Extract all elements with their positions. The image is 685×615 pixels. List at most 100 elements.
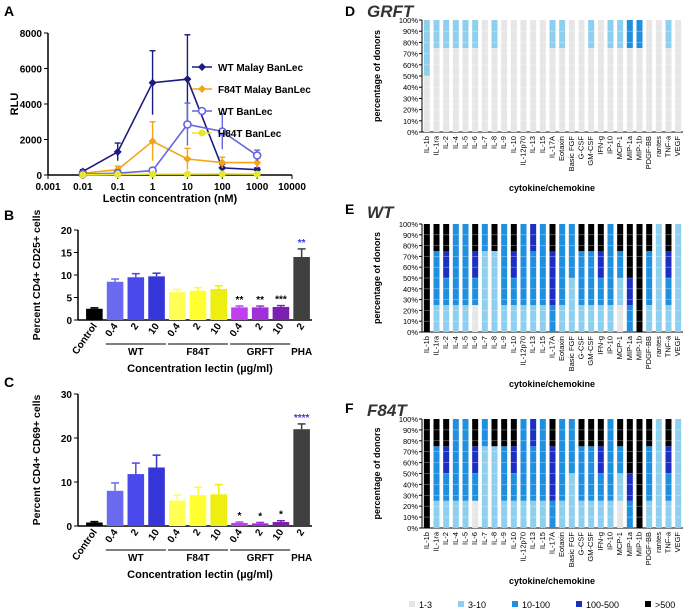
stack-segment	[462, 48, 469, 132]
x-tick-label: IL-17A	[548, 136, 557, 158]
y-tick-label: 100%	[399, 16, 419, 25]
stack-segment	[626, 500, 633, 528]
x-tick-label: IL-2	[441, 532, 450, 545]
marker	[218, 158, 227, 167]
stack-segment	[617, 224, 624, 251]
stack-segment	[423, 76, 430, 132]
legend-entry: H84T BanLec	[192, 129, 282, 140]
x-tick-label: 0.4	[228, 321, 245, 339]
panel-title: WT	[367, 203, 395, 222]
stack-segment	[443, 48, 450, 132]
stack-segment	[617, 305, 624, 332]
x-tick-label: IP-10	[606, 532, 615, 550]
stack-segment	[646, 500, 653, 528]
group-label: WT	[128, 347, 144, 358]
stack-segment	[530, 305, 537, 332]
y-tick-label: 50%	[403, 470, 418, 479]
stack-segment	[597, 419, 604, 447]
y-tick-label: 100%	[399, 220, 419, 229]
y-tick-label: 10%	[403, 513, 418, 522]
x-tick-label: MCP-1	[615, 136, 624, 159]
stack-segment	[665, 419, 672, 447]
stack-segment	[433, 419, 440, 447]
y-tick-label: 30	[61, 390, 73, 401]
stack-segment	[433, 48, 440, 132]
bar	[127, 474, 145, 526]
stack-segment	[481, 446, 488, 528]
significance-label: *	[279, 510, 283, 521]
stack-segment	[578, 500, 585, 528]
stack-segment	[549, 419, 556, 447]
x-tick-label: IL-10	[509, 532, 518, 549]
stack-segment	[501, 419, 508, 447]
stack-segment	[472, 419, 479, 447]
marker	[198, 129, 206, 137]
stack-segment	[646, 305, 653, 332]
x-tick-label: IL-15	[538, 136, 547, 153]
stack-segment	[433, 20, 440, 48]
stack-segment	[472, 20, 479, 48]
x-tick-label: IL-2	[441, 136, 450, 149]
stack-segment	[617, 446, 624, 474]
y-tick-label: 30%	[403, 491, 418, 500]
x-tick-label: IP-10	[606, 336, 615, 354]
y-tick-label: 20%	[403, 502, 418, 511]
group-label: PHA	[291, 553, 312, 564]
y-tick-label: 50%	[403, 274, 418, 283]
legend-swatch	[512, 601, 518, 607]
series-0	[78, 34, 262, 176]
x-tick-label: 0.4	[104, 527, 121, 545]
stack-segment	[462, 305, 469, 332]
y-tick-label: 10%	[403, 117, 418, 126]
bar	[251, 307, 269, 320]
group-label: PHA	[291, 347, 312, 358]
x-tick-label: MIP-1a	[625, 531, 634, 556]
x-tick-label: Basic FGF	[567, 336, 576, 372]
x-tick-label: IL-7	[480, 532, 489, 545]
x-tick-label: PDGF-BB	[644, 532, 653, 565]
x-tick-label: MIP-1b	[635, 336, 644, 360]
bar	[106, 281, 124, 320]
panel-a-chart: 0 2000 4000 6000 8000 0.001 0.01 0.1 1 10 100 1000 1…	[9, 29, 311, 205]
y-tick-label: 0%	[407, 328, 418, 337]
stack-segment	[472, 500, 479, 528]
x-tick-label: 0.4	[228, 527, 245, 545]
marker	[252, 151, 262, 160]
x-tick-label: Eotaxin	[557, 532, 566, 557]
x-tick-label: 10	[271, 527, 287, 543]
x-tick-label: 1	[150, 182, 156, 193]
y-tick-label: 40%	[403, 480, 418, 489]
stack-segment	[588, 48, 595, 132]
stack-segment	[607, 224, 614, 305]
series-3	[79, 170, 261, 179]
stack-segment	[481, 251, 488, 332]
stack-segment	[472, 278, 479, 305]
stack-segment	[559, 500, 566, 528]
bar	[272, 522, 290, 526]
stack-segment	[539, 224, 546, 305]
y-tick-label: 6000	[20, 65, 43, 76]
x-tick-label: 2	[129, 321, 141, 332]
x-tick-label: IL-9	[499, 336, 508, 349]
stack-segment	[472, 224, 479, 251]
x-tick-label: 2	[129, 527, 141, 538]
y-tick-label: 30%	[403, 296, 418, 305]
y-tick-label: 8000	[20, 29, 43, 40]
stack-segment	[626, 305, 633, 332]
legend-swatch	[409, 601, 415, 607]
marker	[183, 75, 192, 84]
stack-segment	[597, 473, 604, 501]
marker	[217, 127, 227, 136]
x-tick-label: 10000	[278, 182, 306, 193]
stack-segment	[568, 419, 575, 474]
y-tick-label: 40%	[403, 83, 418, 92]
stack-segment	[607, 419, 614, 501]
x-tick-label: VEGF	[673, 336, 682, 357]
marker	[183, 170, 191, 178]
x-tick-label: 10	[271, 321, 287, 337]
stack-segment	[636, 20, 643, 48]
bar	[210, 494, 228, 526]
stack-segment	[462, 500, 469, 528]
x-tick-label: rantes	[654, 136, 663, 157]
x-tick-label: IL-4	[451, 336, 460, 349]
